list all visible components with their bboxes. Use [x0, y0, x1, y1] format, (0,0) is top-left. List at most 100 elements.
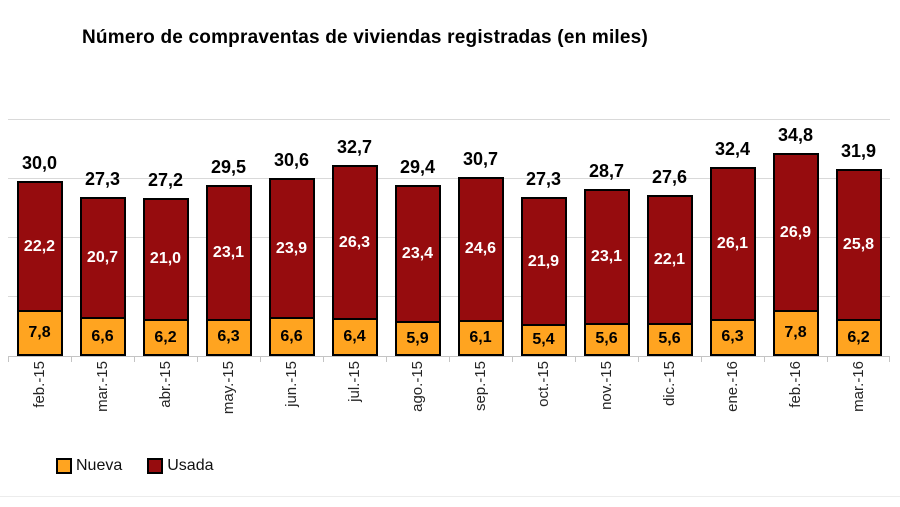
- bar-total-label: 30,7: [462, 148, 499, 169]
- legend-label-nueva: Nueva: [76, 457, 123, 474]
- x-axis-label: oct.-15: [535, 361, 552, 407]
- bar-group-mar.-16: 31,9 25,8 6,2: [827, 100, 890, 356]
- x-axis-label: mar.-16: [850, 361, 867, 412]
- x-axis-label: may.-15: [220, 361, 237, 415]
- segment-nueva: 7,8: [772, 309, 819, 356]
- bar-total-label: 27,2: [147, 169, 184, 190]
- x-axis-label-cell: jul.-15: [323, 361, 386, 439]
- x-axis-label-cell: sep.-15: [449, 361, 512, 439]
- stacked-bar: 20,7 6,6: [79, 196, 126, 356]
- bar-group-ago.-15: 29,4 23,4 5,9: [386, 100, 449, 356]
- chart-bottom-border: [0, 496, 900, 497]
- x-axis-labels: feb.-15 mar.-15 abr.-15 may.-15 jun.-15 jul.-…: [8, 361, 890, 439]
- segment-usada: 26,3: [331, 165, 378, 321]
- bar-total-label: 30,0: [21, 153, 58, 173]
- x-axis-label: feb.-16: [787, 361, 804, 408]
- bar-group-jun.-15: 30,6 23,9 6,6: [260, 100, 323, 356]
- bar-total-label: 27,3: [84, 168, 121, 189]
- x-axis-label-cell: feb.-15: [8, 361, 71, 439]
- stacked-bar: 23,9 6,6: [268, 178, 315, 356]
- bar-total-label: 34,8: [777, 125, 814, 146]
- bar-group-dic.-15: 27,6 22,1 5,6: [638, 100, 701, 356]
- segment-usada: 25,8: [835, 169, 882, 322]
- x-axis-tick: [70, 356, 72, 362]
- bar-total-label: 27,3: [525, 168, 562, 189]
- x-axis-label: ago.-15: [409, 361, 426, 412]
- x-axis-tick: [133, 356, 135, 362]
- x-axis-tick: [323, 356, 324, 362]
- stacked-bar: 26,9 7,8: [772, 153, 819, 356]
- x-axis-label-cell: feb.-16: [764, 361, 827, 439]
- stacked-bar: 23,4 5,9: [394, 185, 441, 356]
- x-axis-label: dic.-15: [661, 361, 678, 407]
- gridline-10: [8, 296, 890, 297]
- x-axis-label: mar.-15: [94, 361, 111, 412]
- stacked-bar: 23,1 6,3: [205, 184, 252, 356]
- x-axis-label: abr.-15: [157, 361, 174, 408]
- segment-usada: 22,1: [646, 194, 693, 325]
- segment-nueva: 6,3: [709, 318, 756, 356]
- bar-total-label: 27,6: [651, 166, 688, 187]
- segment-nueva: 6,6: [79, 317, 126, 356]
- stacked-bar: 22,1 5,6: [646, 194, 693, 356]
- x-axis-label-cell: oct.-15: [512, 361, 575, 439]
- segment-nueva: 6,2: [142, 319, 189, 356]
- bar-total-label: 29,5: [210, 156, 247, 177]
- bar-total-label: 31,9: [840, 141, 877, 162]
- segment-usada: 26,9: [772, 153, 819, 312]
- bar-group-jul.-15: 32,7 26,3 6,4: [323, 100, 386, 356]
- x-axis-label: sep.-15: [472, 361, 489, 412]
- x-axis-label: jul.-15: [346, 361, 363, 402]
- x-axis-tick: [197, 356, 198, 362]
- segment-nueva: 6,1: [457, 320, 504, 356]
- chart-title: Número de compraventas de viviendas regi…: [82, 27, 648, 48]
- x-axis-label: ene.-16: [724, 361, 741, 412]
- stacked-bar: 26,1 6,3: [709, 166, 756, 356]
- segment-nueva: 5,6: [646, 322, 693, 356]
- segment-usada: 23,4: [394, 185, 441, 324]
- x-axis-label: nov.-15: [598, 361, 615, 410]
- bars-row: 30,0 22,2 7,8 27,3 20,7 6,6 27,2 21,0 6,2 29,5 23,…: [8, 100, 890, 356]
- x-axis-tick: [511, 356, 513, 362]
- segment-nueva: 5,4: [520, 324, 567, 356]
- x-axis-label-cell: may.-15: [197, 361, 260, 439]
- legend-item-nueva: Nueva: [56, 457, 122, 475]
- gridline-30: [8, 178, 890, 179]
- segment-nueva: 7,8: [16, 309, 63, 356]
- x-axis-tick: [449, 356, 450, 362]
- x-axis-tick: [827, 356, 828, 362]
- segment-nueva: 5,6: [583, 322, 630, 356]
- x-axis-tick: [701, 356, 702, 362]
- legend: Nueva Usada: [56, 457, 214, 475]
- gridline-20: [8, 237, 890, 238]
- segment-nueva: 6,6: [268, 317, 315, 356]
- segment-usada: 21,0: [142, 197, 189, 322]
- bar-group-feb.-16: 34,8 26,9 7,8: [764, 100, 827, 356]
- bar-group-sep.-15: 30,7 24,6 6,1: [449, 100, 512, 356]
- bar-group-ene.-16: 32,4 26,1 6,3: [701, 100, 764, 356]
- x-axis-label-cell: ene.-16: [701, 361, 764, 439]
- x-axis-label-cell: jun.-15: [260, 361, 323, 439]
- bar-total-label: 28,7: [588, 160, 625, 181]
- segment-usada: 26,1: [709, 166, 756, 321]
- segment-usada: 20,7: [79, 196, 126, 320]
- segment-usada: 23,9: [268, 178, 315, 320]
- segment-nueva: 6,2: [835, 319, 882, 356]
- plot-area: 30,0 22,2 7,8 27,3 20,7 6,6 27,2 21,0 6,2 29,5 23,…: [8, 100, 890, 362]
- segment-usada: 22,2: [16, 181, 63, 312]
- bar-total-label: 32,4: [714, 138, 751, 159]
- segment-nueva: 6,4: [331, 318, 378, 356]
- stacked-bar: 21,0 6,2: [142, 197, 189, 356]
- bar-total-label: 30,6: [273, 150, 310, 171]
- x-axis-tick: [8, 356, 9, 362]
- bar-group-abr.-15: 27,2 21,0 6,2: [134, 100, 197, 356]
- x-axis-label-cell: mar.-15: [71, 361, 134, 439]
- x-axis-tick: [259, 356, 261, 362]
- x-axis-tick: [764, 356, 765, 362]
- x-axis-label: jun.-15: [283, 361, 300, 407]
- x-axis-tick: [889, 356, 890, 362]
- segment-usada: 24,6: [457, 176, 504, 323]
- stacked-bar: 23,1 5,6: [583, 188, 630, 356]
- segment-nueva: 5,9: [394, 321, 441, 356]
